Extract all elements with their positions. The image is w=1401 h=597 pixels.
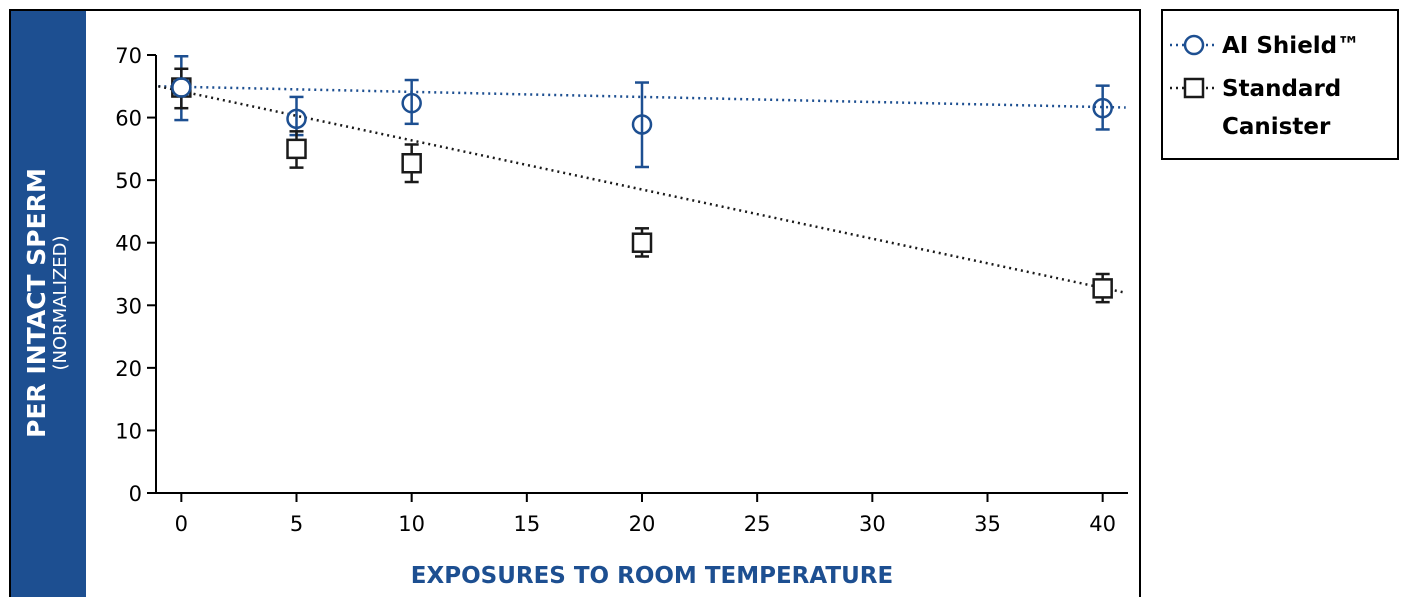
x-axis-label: EXPOSURES TO ROOM TEMPERATURE xyxy=(411,563,893,589)
y-tick-label: 50 xyxy=(115,169,142,193)
y-axis-label: PER INTACT SPERM xyxy=(22,168,51,438)
x-tick-label: 15 xyxy=(513,512,540,536)
data-point-ai-shield xyxy=(401,92,422,114)
y-tick-label: 20 xyxy=(115,357,142,381)
y-tick-label: 10 xyxy=(115,419,142,443)
legend-label-standard: Standard xyxy=(1222,76,1341,102)
data-point-ai-shield xyxy=(286,108,307,130)
x-tick-label: 35 xyxy=(974,512,1001,536)
legend-marker-ai-shield xyxy=(1183,34,1205,56)
data-point-standard xyxy=(401,152,422,174)
data-point-ai-shield xyxy=(1092,97,1113,119)
legend-label-standard-line2: Canister xyxy=(1222,114,1331,140)
x-tick-label: 5 xyxy=(290,512,303,536)
x-tick-label: 25 xyxy=(744,512,771,536)
y-tick-label: 0 xyxy=(129,482,142,506)
legend: AI Shield™ Standard Canister xyxy=(1161,9,1399,160)
data-point-ai-shield xyxy=(631,114,653,135)
data-point-standard xyxy=(1092,278,1113,299)
x-tick-label: 30 xyxy=(859,512,886,536)
y-tick-label: 70 xyxy=(115,44,142,68)
legend-label-ai-shield: AI Shield™ xyxy=(1222,33,1360,59)
y-tick-label: 40 xyxy=(115,232,142,256)
x-tick-label: 10 xyxy=(398,512,425,536)
y-tick-label: 60 xyxy=(115,107,142,131)
y-axis-sublabel: (NORMALIZED) xyxy=(50,236,71,371)
chart-frame xyxy=(9,9,1141,597)
y-tick-label: 30 xyxy=(115,294,142,318)
data-point-ai-shield xyxy=(171,77,192,98)
x-tick-label: 20 xyxy=(629,512,656,536)
y-axis-label-band xyxy=(10,10,86,597)
data-point-standard xyxy=(631,232,653,253)
legend-marker-standard xyxy=(1183,77,1205,99)
x-tick-label: 0 xyxy=(175,512,188,536)
data-point-standard xyxy=(286,138,307,160)
x-tick-label: 40 xyxy=(1089,512,1116,536)
